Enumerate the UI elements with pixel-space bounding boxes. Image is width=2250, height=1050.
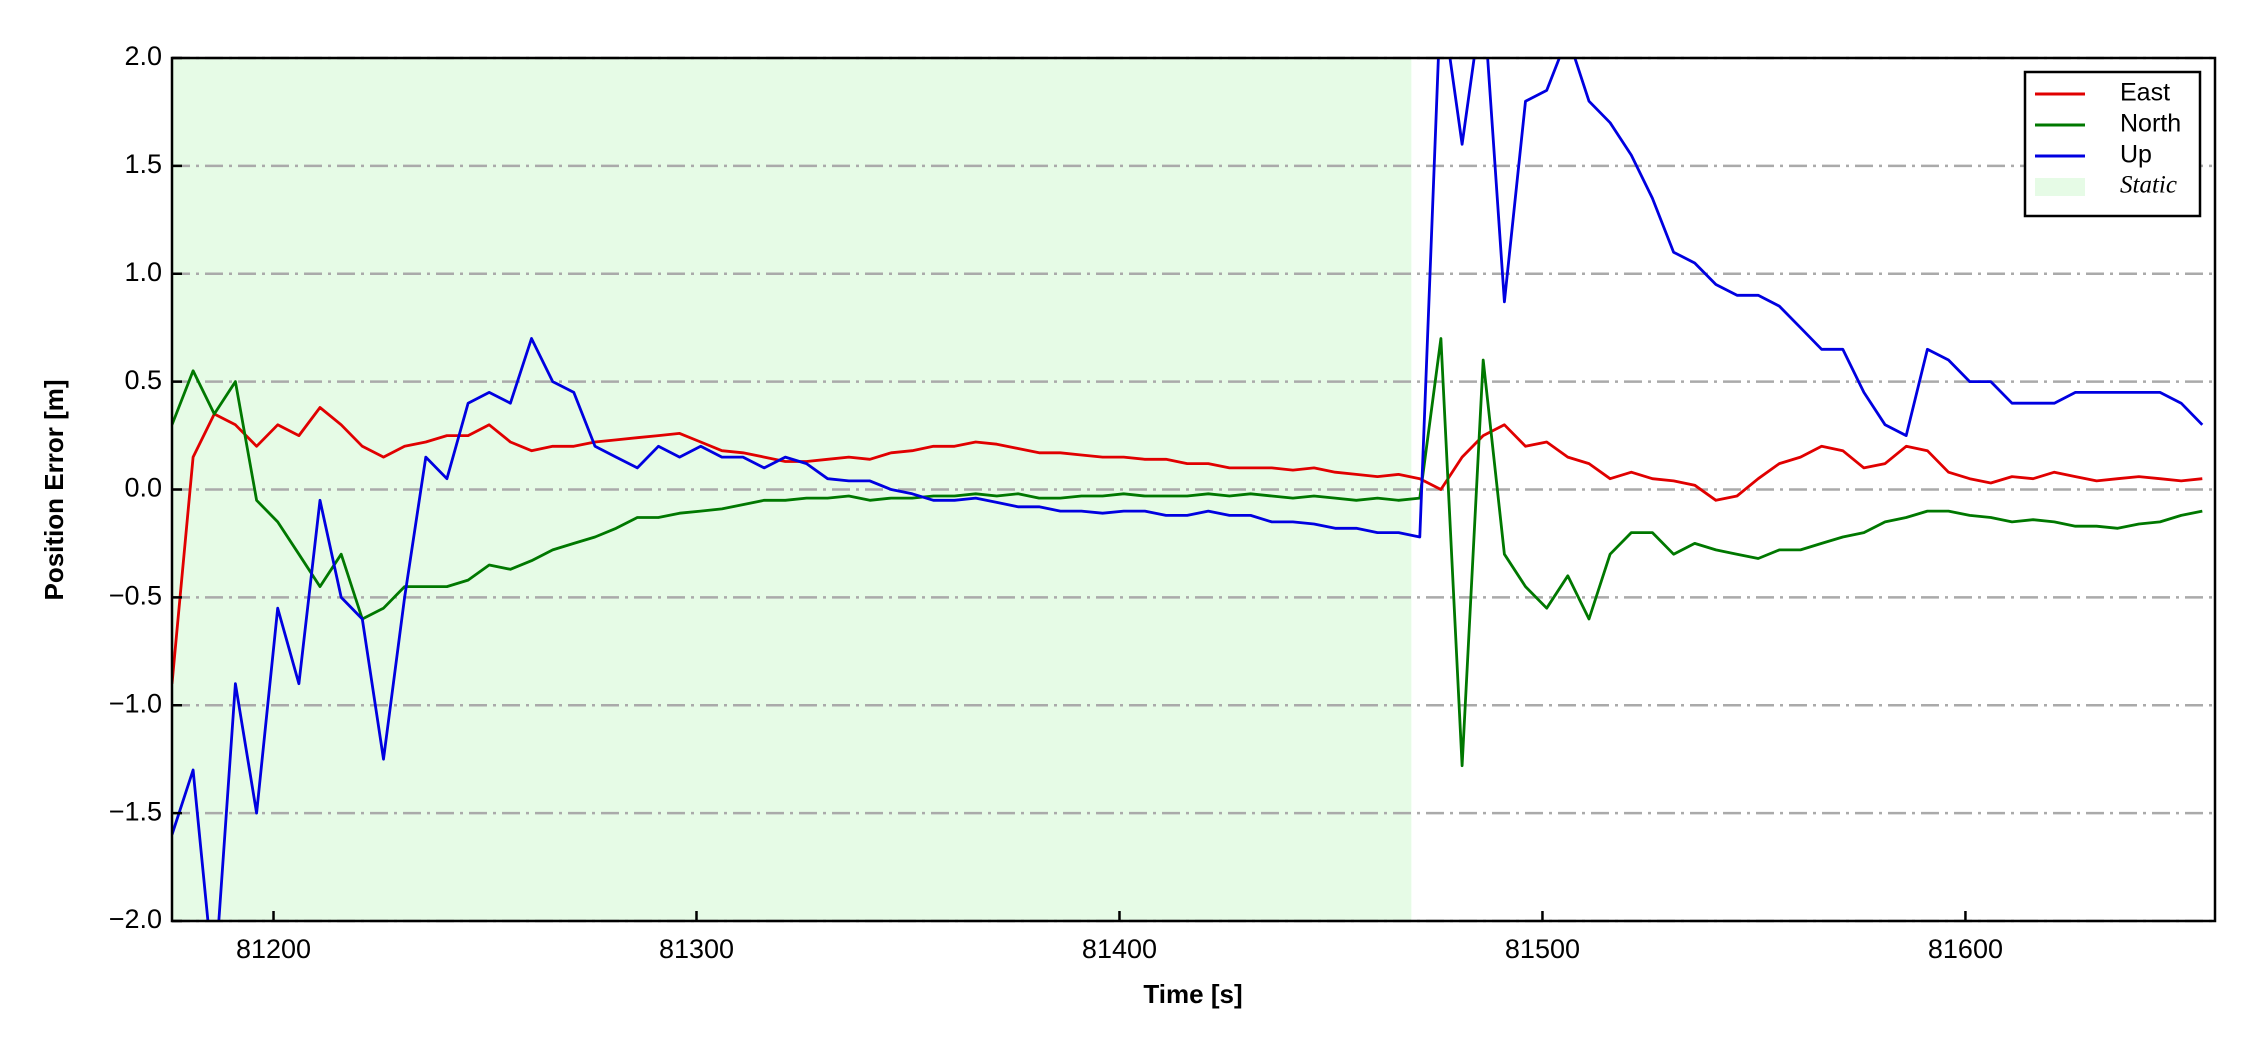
y-tick-label: 1.5 — [124, 149, 162, 179]
legend-label: Up — [2120, 141, 2152, 169]
x-tick-label: 81200 — [236, 934, 311, 964]
y-tick-label: −0.5 — [109, 581, 162, 611]
x-tick-label: 81400 — [1082, 934, 1157, 964]
legend-label: Static — [2120, 172, 2177, 199]
series-line — [172, 337, 2203, 768]
axes: −2.0 −1.5 −1.0 −0.5 0.0 0.5 1.0 1.5 2.0 81200 8130… — [109, 41, 2003, 964]
y-tick-label: −2.0 — [109, 904, 162, 934]
legend: East North Up Static — [2023, 70, 2202, 218]
legend-swatch — [2035, 178, 2085, 196]
y-tick-label: −1.5 — [109, 796, 162, 826]
plot-lines — [172, 58, 2204, 921]
y-tick-label: −1.0 — [109, 688, 162, 718]
y-tick-label: 0.0 — [124, 473, 162, 503]
x-tick-label: 81500 — [1505, 934, 1580, 964]
x-axis-label: Time [s] — [1143, 979, 1242, 1009]
y-tick-label: 0.5 — [124, 365, 162, 395]
y-tick-label: 2.0 — [124, 41, 162, 71]
x-tick-label: 81600 — [1928, 934, 2003, 964]
legend-label: North — [2120, 110, 2181, 138]
x-tick-label: 81300 — [659, 934, 734, 964]
y-axis-label: Position Error [m] — [39, 379, 69, 600]
series-line — [172, 58, 2204, 921]
series-line — [172, 406, 2203, 684]
y-tick-label: 1.0 — [124, 257, 162, 287]
legend-label: East — [2120, 79, 2170, 107]
